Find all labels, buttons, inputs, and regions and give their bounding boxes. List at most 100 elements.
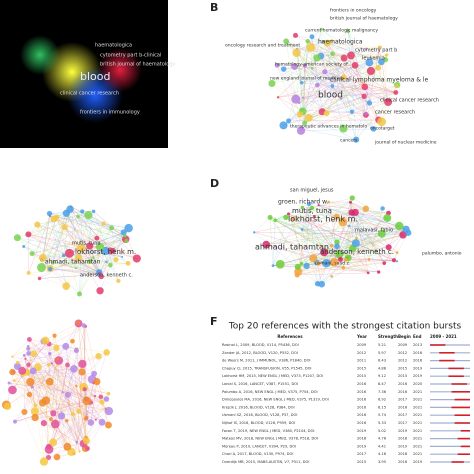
node [87, 259, 93, 264]
table-cell: 2016 [357, 413, 367, 417]
edge [311, 201, 329, 209]
edge [283, 29, 322, 70]
node-label: blood [80, 70, 110, 83]
edge [288, 119, 379, 122]
table-header: Begin [398, 334, 411, 339]
edge [381, 54, 388, 122]
node [29, 251, 35, 257]
edge [288, 41, 308, 121]
node-label: mutis, tuna [292, 207, 332, 215]
edge [48, 393, 109, 447]
node [49, 438, 58, 447]
edge [301, 245, 338, 264]
edge [336, 246, 369, 274]
node [274, 62, 280, 68]
table-cell: 2021 [413, 444, 422, 448]
node [385, 53, 389, 57]
edge [285, 212, 352, 218]
node [305, 38, 310, 44]
edge [27, 372, 109, 394]
edge [69, 252, 107, 263]
table-cell: 2015 [357, 460, 366, 464]
node [62, 282, 70, 290]
node [296, 126, 306, 135]
edge [275, 219, 338, 243]
edge [75, 385, 87, 441]
edge [368, 208, 383, 260]
edge [362, 84, 396, 93]
edge [272, 220, 276, 266]
edge [64, 227, 82, 249]
edge [32, 237, 97, 254]
edge [317, 47, 381, 86]
edge [332, 53, 357, 140]
node [296, 111, 304, 118]
table-cell: 6.15 [378, 405, 386, 409]
node [395, 221, 404, 231]
edge [324, 71, 374, 130]
edge [348, 252, 398, 259]
edge [61, 415, 84, 444]
edge [269, 217, 369, 274]
edge [31, 213, 67, 254]
edge [352, 213, 379, 273]
edge [336, 228, 407, 247]
table-cell: 2018 [357, 437, 367, 441]
table-cell: 2009 [398, 343, 408, 347]
edge [42, 216, 79, 258]
edge [64, 226, 107, 263]
edge [29, 339, 36, 412]
edge [22, 342, 47, 375]
edge [321, 208, 367, 285]
node [353, 136, 360, 143]
node [279, 121, 288, 130]
node [46, 210, 53, 217]
edge [43, 341, 66, 450]
edge [307, 40, 398, 86]
edge [69, 208, 126, 240]
node [82, 437, 87, 442]
edge [99, 235, 126, 274]
edge [86, 393, 109, 442]
edge [52, 237, 97, 263]
edge [355, 212, 369, 273]
edge [296, 49, 327, 114]
edge [49, 215, 129, 229]
edge [286, 41, 396, 93]
edge [42, 257, 80, 295]
node [49, 417, 53, 422]
edge [323, 41, 382, 63]
node [96, 287, 104, 295]
edge [49, 213, 67, 270]
node [116, 278, 121, 284]
edge [308, 62, 370, 119]
edge [48, 410, 110, 450]
edge [342, 221, 398, 262]
edge [288, 213, 395, 261]
edge [328, 201, 366, 209]
edge [50, 257, 94, 270]
edge [352, 213, 385, 264]
node [294, 267, 303, 276]
edge [45, 400, 50, 450]
table-cell: 2019 [398, 444, 408, 448]
edge [316, 262, 322, 285]
node [299, 80, 304, 85]
edge [266, 244, 341, 259]
node [330, 243, 334, 248]
table-cell: 6.43 [378, 359, 386, 363]
edge [12, 339, 30, 357]
edge [297, 252, 398, 276]
node-label: cytometry part b [355, 48, 397, 54]
edge [41, 250, 106, 260]
panel-letter: B [210, 1, 218, 14]
node [81, 323, 87, 328]
node [101, 221, 106, 226]
node [365, 47, 368, 50]
edge [51, 363, 88, 418]
edge [9, 382, 33, 388]
node [292, 48, 301, 57]
edge [280, 242, 356, 265]
node [303, 262, 310, 270]
edge [49, 215, 112, 229]
